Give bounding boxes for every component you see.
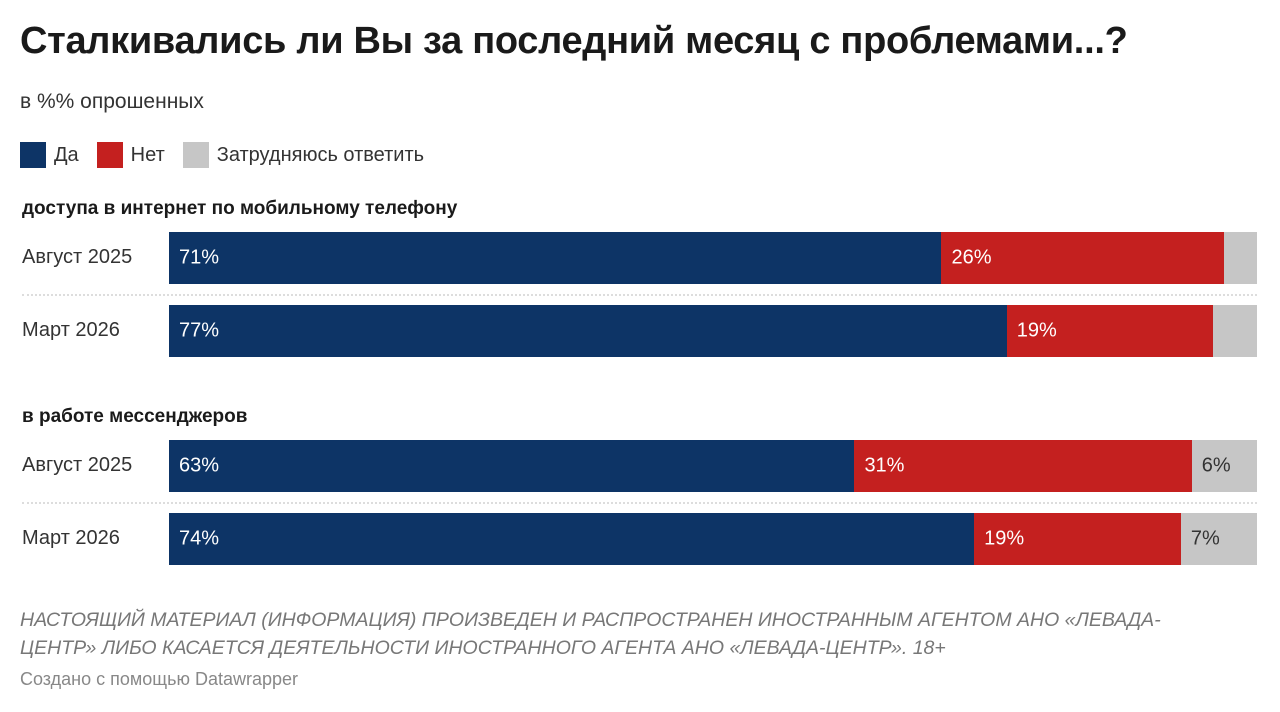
data-label: 74% <box>179 527 220 550</box>
row-label: Март 2026 <box>22 319 120 341</box>
bar-segment-unsure: 7% <box>1180 513 1257 565</box>
data-label: 26% <box>951 246 992 269</box>
bar-segment-no: 26% <box>941 232 1225 284</box>
bar-segment-unsure <box>1213 305 1257 357</box>
data-label: 77% <box>179 319 220 342</box>
data-label: 71% <box>179 246 220 269</box>
data-label: 63% <box>179 454 220 477</box>
bar-segment-yes: 74% <box>169 513 975 565</box>
row-separator <box>22 294 1257 296</box>
bar-segment-no: 19% <box>974 513 1181 565</box>
bar-segment-no: 31% <box>854 440 1192 492</box>
row-separator <box>22 502 1257 504</box>
data-label: 7% <box>1190 527 1220 550</box>
data-label: 6% <box>1201 454 1231 477</box>
legend-item-no: Нет <box>96 142 165 168</box>
legend-label: Нет <box>130 143 165 166</box>
stacked-bar: 74% 19% 7% <box>169 513 1257 565</box>
legend-label: Да <box>54 143 79 166</box>
stacked-bar: 71% 26% <box>169 232 1257 284</box>
bar-segment-yes: 63% <box>169 440 855 492</box>
bar-segment-no: 19% <box>1006 305 1214 357</box>
legend-label: Затрудняюсь ответить <box>216 143 425 166</box>
chart-subtitle: в %% опрошенных <box>20 90 204 113</box>
bar-segment-yes: 71% <box>169 232 942 284</box>
stacked-bar: 63% 31% 6% <box>169 440 1257 492</box>
row-label: Август 2025 <box>22 246 133 268</box>
credit: Создано с помощью Datawrapper <box>20 669 299 689</box>
legend-item-unsure: Затрудняюсь ответить <box>182 142 425 168</box>
data-label: 19% <box>1016 319 1057 342</box>
data-label: 31% <box>864 454 905 477</box>
bar-segment-unsure <box>1224 232 1257 284</box>
group-title: в работе мессенджеров <box>22 406 248 427</box>
group-title: доступа в интернет по мобильному телефон… <box>22 198 458 219</box>
chart-title: Сталкивались ли Вы за последний месяц с … <box>20 20 1128 62</box>
legend-item-yes: Да <box>20 142 79 168</box>
row-label: Март 2026 <box>22 527 120 549</box>
stacked-bar: 77% 19% <box>169 305 1257 357</box>
row-label: Август 2025 <box>22 454 133 476</box>
disclaimer-note: НАСТОЯЩИЙ МАТЕРИАЛ (ИНФОРМАЦИЯ) ПРОИЗВЕД… <box>20 609 1161 659</box>
bar-segment-yes: 77% <box>169 305 1007 357</box>
bar-segment-unsure: 6% <box>1191 440 1257 492</box>
legend: Да Нет Затрудняюсь ответить <box>20 142 442 168</box>
data-label: 19% <box>984 527 1025 550</box>
